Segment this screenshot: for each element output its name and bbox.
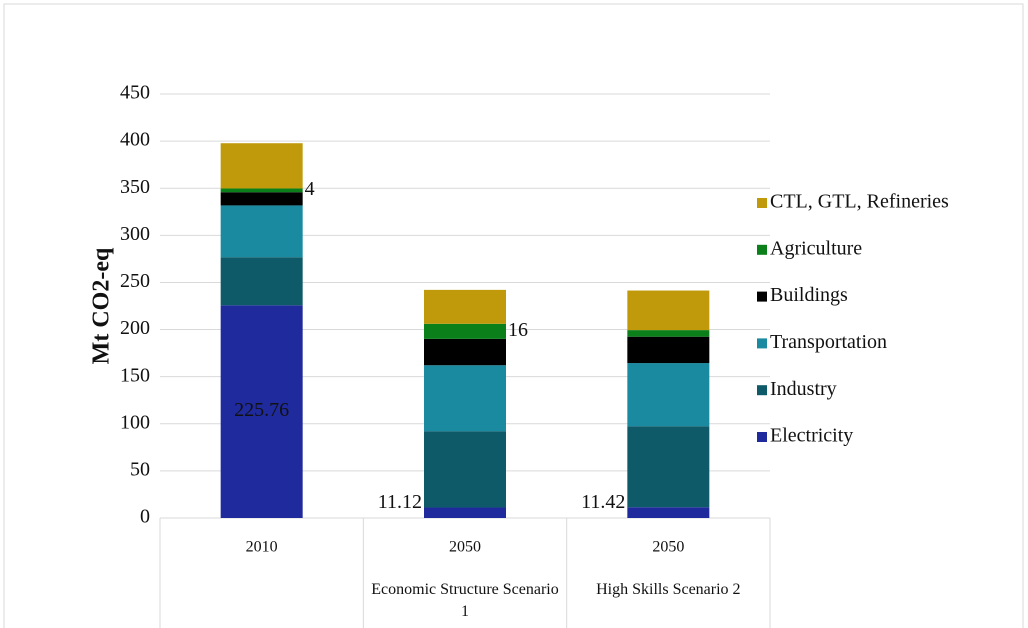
bar-segment (424, 338, 506, 366)
legend-swatch (757, 291, 767, 302)
chart-border (3, 3, 1024, 628)
y-tick-label: 50 (130, 458, 150, 480)
y-tick-label: 150 (120, 364, 150, 386)
legend-swatch (757, 432, 767, 442)
y-tick-label: 400 (120, 129, 150, 151)
bar-segment (220, 188, 303, 193)
legend-swatch (757, 198, 767, 208)
data-label: 11.12 (378, 491, 422, 513)
bar-segment (424, 507, 506, 518)
y-tick-label: 100 (120, 411, 150, 433)
legend-label: Electricity (770, 425, 853, 447)
legend-swatch (757, 385, 767, 396)
legend-label: Agriculture (770, 237, 862, 259)
x-tick-label: 2050 (652, 539, 684, 556)
data-label: 11.42 (581, 491, 625, 513)
x-group-label: Economic Structure Scenario 1 (371, 581, 559, 620)
bar-segment (424, 323, 506, 339)
legend-swatch (757, 338, 767, 349)
x-tick-label: 2010 (246, 539, 278, 556)
y-tick-label: 300 (120, 223, 150, 245)
bar-segment (220, 192, 303, 206)
y-tick-label: 0 (140, 506, 150, 528)
data-label: 225.76 (234, 399, 289, 421)
legend-label: Transportation (770, 331, 887, 353)
y-tick-label: 350 (120, 176, 150, 198)
x-group-label: High Skills Scenario 2 (596, 581, 740, 598)
bar-segment (424, 431, 506, 508)
legend-swatch (757, 244, 767, 255)
data-label: 16 (508, 319, 528, 341)
bar-segment (424, 289, 506, 324)
y-tick-label: 250 (120, 270, 150, 292)
data-label: 4 (305, 178, 315, 200)
x-tick-label: 2050 (449, 539, 481, 556)
legend-label: CTL, GTL, Refineries (770, 191, 949, 213)
bar-segment (627, 290, 710, 331)
bar-segment (220, 257, 303, 306)
y-axis-label: Mt CO2-eq (89, 247, 115, 364)
bar-segment (627, 330, 710, 337)
bar-segment (627, 363, 710, 427)
legend-label: Industry (770, 378, 837, 400)
bar-segment (220, 305, 303, 518)
y-tick-label: 200 (120, 317, 150, 339)
bar-segment (627, 507, 710, 518)
bar-segment (220, 143, 303, 189)
bar-segment (424, 365, 506, 432)
bar-segment (627, 426, 710, 508)
y-tick-label: 450 (120, 82, 150, 104)
legend-label: Buildings (770, 284, 848, 306)
bar-segment (220, 205, 303, 258)
bar-segment (627, 336, 710, 364)
